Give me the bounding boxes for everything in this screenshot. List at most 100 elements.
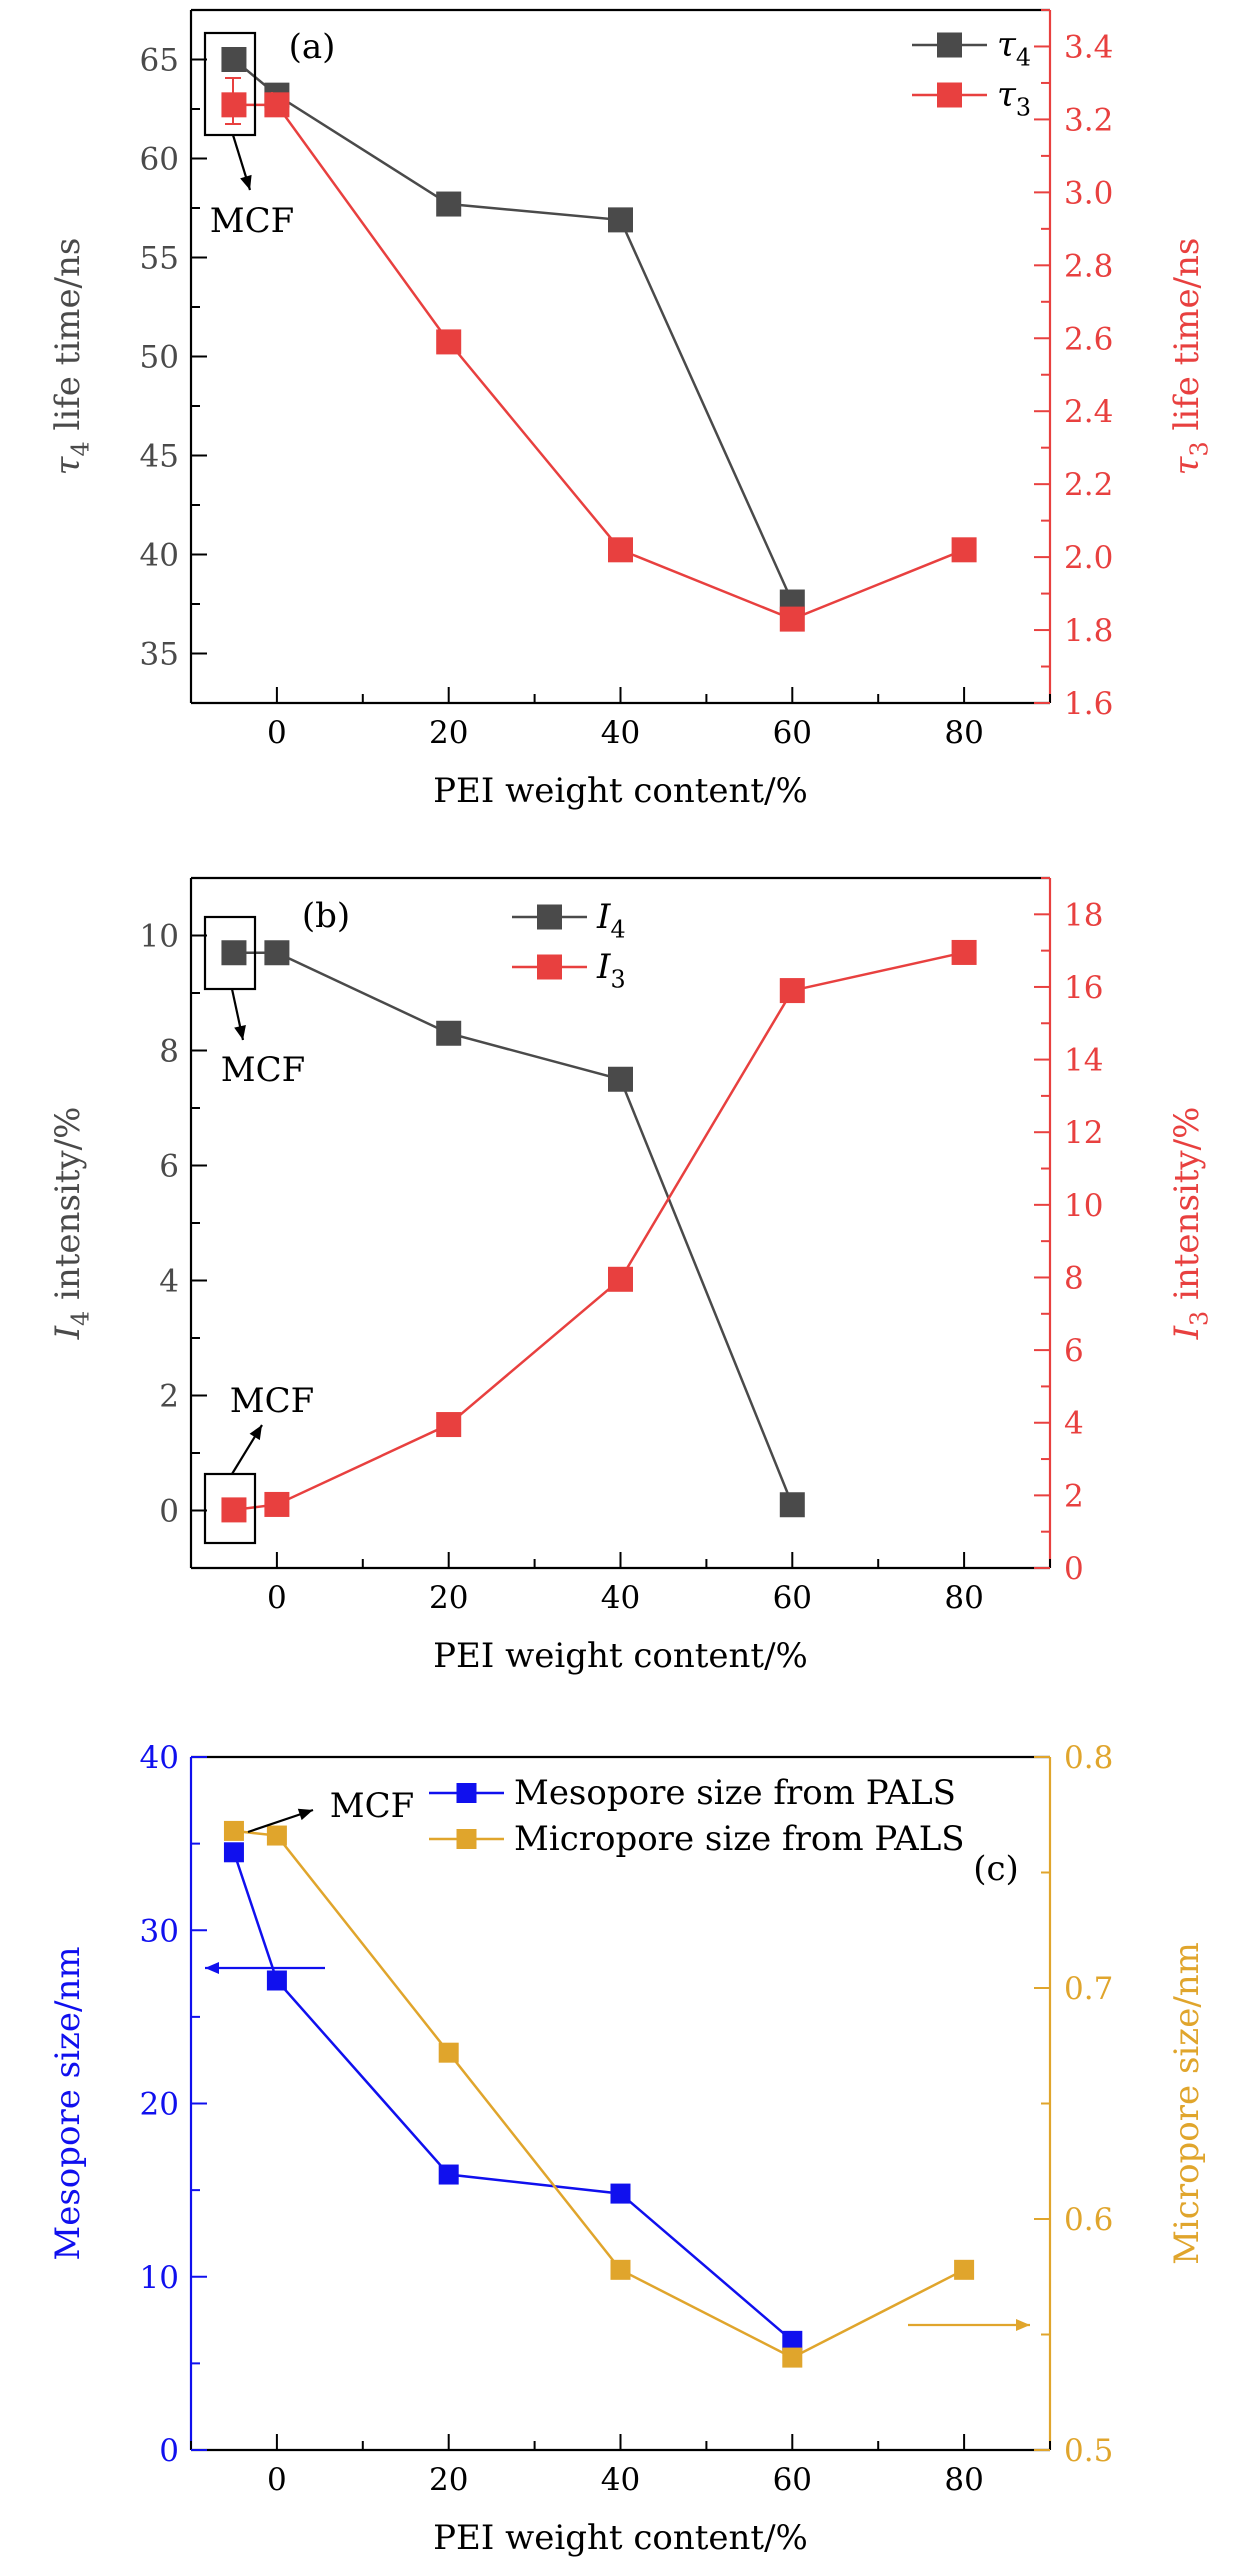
left-tick-label: 40: [140, 538, 179, 574]
data-point-blue: [438, 2164, 459, 2185]
data-point-red: [779, 978, 805, 1004]
legend-label-main: I: [596, 947, 611, 987]
right-tick-label: 4: [1064, 1406, 1084, 1442]
right-axis-label: I3 intensity/%: [1167, 1107, 1214, 1341]
series-line-gold: [233, 1829, 965, 2360]
annotations: MCF MCF MCF MCF: [203, 31, 1030, 2331]
data-point-red: [436, 1412, 462, 1438]
data-point-gray: [436, 1020, 462, 1046]
legend-marker: [537, 904, 562, 930]
left-tick-label: 10: [140, 2260, 179, 2296]
right-tick-label: 16: [1064, 970, 1103, 1006]
legend-label: Micropore size from PALS: [514, 1819, 965, 1859]
mcf-box: [203, 915, 257, 991]
x-tick-label: 80: [944, 2462, 983, 2498]
left-tick-label: 10: [140, 919, 179, 955]
right-tick-label: 3.0: [1064, 175, 1113, 211]
data-point-gray: [264, 940, 290, 966]
data-point-gray: [221, 940, 247, 966]
right-axis-label: τ3 life time/ns: [1167, 238, 1214, 476]
data-point-gold: [438, 2042, 459, 2063]
mcf-arrow-head: [234, 1025, 246, 1040]
data-point-gray: [608, 207, 633, 233]
panel-label: (c): [973, 1849, 1019, 1889]
legend-label-main: I: [596, 897, 611, 937]
x-tick-label: 60: [773, 715, 812, 751]
right-tick-label: 14: [1064, 1043, 1103, 1079]
left-tick-label: 0: [159, 1494, 179, 1530]
left-axis-label-main: τ: [48, 455, 88, 475]
left-tick-label: 20: [140, 2087, 179, 2123]
x-tick-label: 40: [601, 715, 640, 751]
left-axis-label-main: Mesopore size/nm: [48, 1946, 88, 2260]
x-axis-label: PEI weight content/%: [433, 771, 808, 811]
data-point-gold: [266, 1825, 287, 1846]
axis-pointer-left-head: [205, 1962, 219, 1974]
panel-label: (b): [302, 896, 350, 936]
legend-marker: [937, 82, 962, 108]
left-tick-label: 65: [140, 43, 179, 79]
x-tick-label: 20: [429, 1580, 468, 1616]
x-tick-label: 0: [267, 1580, 287, 1616]
mcf-label: MCF: [230, 1381, 314, 1421]
mcf-label: MCF: [210, 201, 294, 241]
legend-marker: [456, 1829, 477, 1849]
right-tick-label: 0.5: [1064, 2433, 1113, 2469]
right-tick-label: 12: [1064, 1115, 1103, 1151]
series-line-gray: [233, 951, 794, 1506]
data-point-gray: [436, 191, 462, 217]
right-tick-label: 0.6: [1064, 2202, 1113, 2238]
data-point-red: [264, 92, 290, 118]
left-axis-label-sub: 4: [67, 1311, 95, 1326]
x-axis-label: PEI weight content/%: [433, 1636, 808, 1676]
right-tick-label: 1.6: [1064, 686, 1113, 722]
legend-label-main: Mesopore size from PALS: [514, 1773, 956, 1813]
legend-marker: [456, 1783, 477, 1803]
data-point-blue: [782, 2330, 803, 2351]
mcf-label: MCF: [330, 1786, 414, 1826]
right-tick-label: 0.8: [1064, 1740, 1113, 1776]
mcf-arrow-head: [297, 1808, 313, 1821]
x-tick-label: 0: [267, 715, 287, 751]
data-point-gray: [221, 47, 247, 72]
data-point-gold: [610, 2259, 631, 2280]
right-tick-label: 2.4: [1064, 394, 1113, 430]
legend-label-sub: 4: [1016, 44, 1031, 72]
left-tick-label: 45: [140, 439, 179, 475]
panel-label: (a): [289, 27, 336, 67]
data-point-red: [608, 537, 633, 563]
legend-label-main: τ: [997, 25, 1017, 65]
right-tick-label: 3.2: [1064, 102, 1113, 138]
legend-label: τ3: [997, 75, 1031, 122]
legend-label-sub: 3: [610, 966, 625, 994]
mcf-box: [203, 1472, 257, 1545]
legend-label: Mesopore size from PALS: [514, 1773, 956, 1813]
left-tick-label: 0: [159, 2433, 179, 2469]
data-point-gray: [779, 1492, 805, 1518]
right-tick-label: 3.4: [1064, 29, 1113, 65]
left-axis-label-sub: 4: [67, 441, 95, 456]
data-point-red: [436, 329, 462, 355]
legend-label: I4: [596, 897, 626, 944]
right-tick-label: 10: [1064, 1188, 1103, 1224]
right-axis-label-main: τ: [1167, 455, 1207, 475]
left-axis-label-rest: intensity/%: [48, 1107, 88, 1311]
legend-label: I3: [596, 947, 626, 994]
mcf-box: [203, 31, 257, 137]
right-axis-label-sub: 3: [1186, 1311, 1214, 1326]
data-point-red: [264, 1491, 290, 1517]
x-tick-label: 60: [773, 2462, 812, 2498]
left-tick-label: 8: [159, 1034, 179, 1070]
mcf-arrow-head: [240, 174, 252, 190]
left-tick-label: 50: [140, 340, 179, 376]
right-tick-label: 2.8: [1064, 248, 1113, 284]
right-tick-label: 2.6: [1064, 321, 1113, 357]
data-point-gray: [608, 1066, 633, 1092]
x-axis-label: PEI weight content/%: [433, 2518, 808, 2558]
x-tick-label: 60: [773, 1580, 812, 1616]
right-axis-label-rest: life time/ns: [1167, 238, 1207, 442]
right-tick-label: 8: [1064, 1260, 1084, 1296]
data-point-blue: [610, 2183, 631, 2204]
right-axis-label-main: Micropore size/nm: [1167, 1942, 1207, 2265]
